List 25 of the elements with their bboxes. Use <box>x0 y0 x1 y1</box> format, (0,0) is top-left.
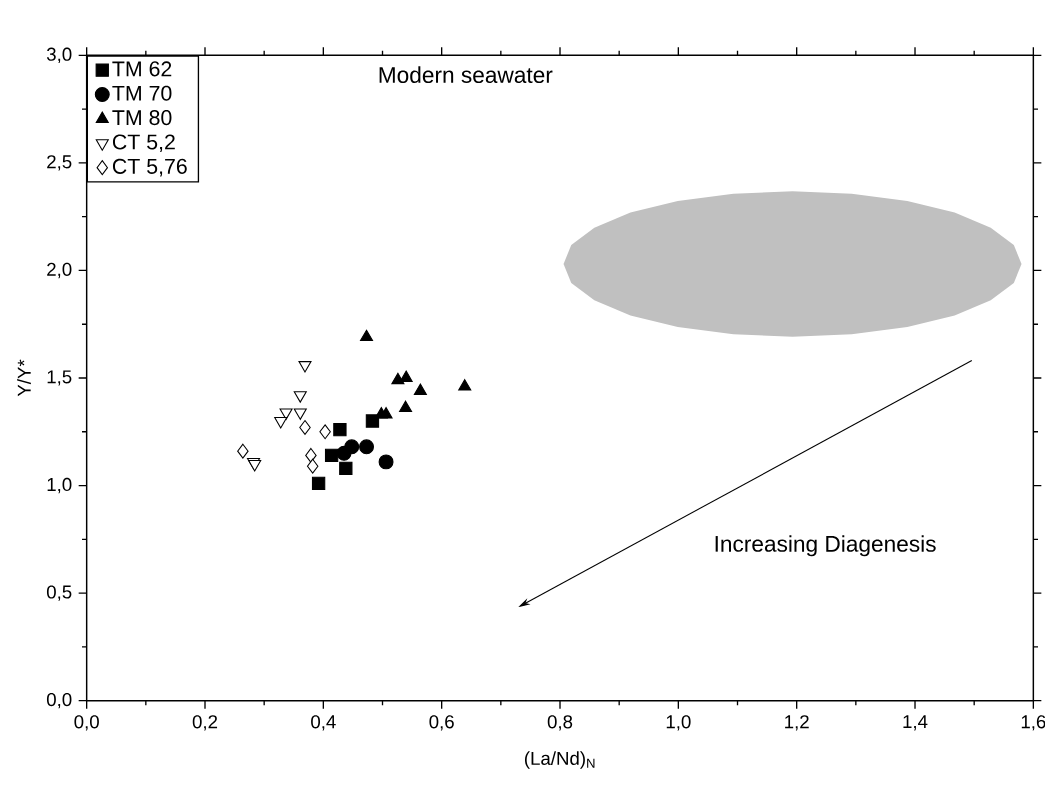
legend-label: TM 70 <box>112 85 172 101</box>
legend-label: CT 5,2 <box>112 134 175 153</box>
y-axis-title: Y/Y* <box>17 359 31 397</box>
x-tick-label: 1,0 <box>666 715 691 731</box>
y-tick-label: 1,0 <box>47 477 72 494</box>
legend-label: TM 80 <box>112 110 172 126</box>
x-tick-label: 1,2 <box>785 715 809 731</box>
x-tick-label: 0,2 <box>192 715 218 731</box>
x-tick-label: 0,0 <box>74 715 99 731</box>
y-tick-label: 0,5 <box>46 585 72 601</box>
x-tick-label: 0,6 <box>429 715 454 731</box>
x-tick-label: 0,4 <box>311 715 336 731</box>
x-tick-label: 1,6 <box>1021 715 1045 731</box>
annotation: Modern seawater <box>379 66 553 84</box>
x-axis-title: (La/Nd)$_{N}$ <box>524 751 595 769</box>
annotation: Increasing Diagenesis <box>715 535 936 557</box>
y-tick-label: 3,0 <box>46 47 72 64</box>
y-tick-label: 1,5 <box>47 370 72 386</box>
x-tick-label: 0,8 <box>547 715 573 731</box>
y-tick-label: 2,5 <box>47 155 72 171</box>
x-tick-label: 1,4 <box>903 715 928 731</box>
y-tick-label: 2,0 <box>47 262 72 279</box>
legend-label: CT 5,76 <box>112 158 187 177</box>
legend-label: TM 62 <box>112 61 172 77</box>
y-tick-label: 0,0 <box>46 692 72 709</box>
